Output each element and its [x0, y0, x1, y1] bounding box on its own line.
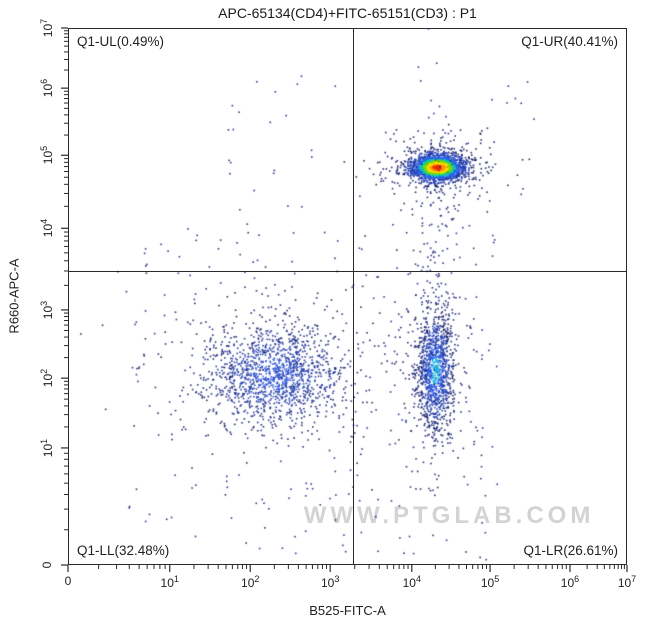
x-tick-label: 103: [320, 574, 340, 590]
x-tick-label: 102: [241, 574, 260, 590]
x-tick-label: 107: [617, 574, 637, 590]
y-tick-label: 105: [39, 146, 55, 165]
y-tick-label: 0: [40, 561, 54, 569]
x-tick-label: 101: [160, 574, 179, 590]
x-tick-label: 106: [560, 574, 580, 590]
y-tick-label: 103: [39, 300, 55, 320]
y-tick-label: 107: [39, 18, 55, 38]
y-tick-label: 102: [39, 368, 55, 388]
scatter-canvas: [68, 28, 627, 565]
y-tick-label: 101: [39, 438, 55, 458]
plot-title: APC-65134(CD4)+FITC-65151(CD3) : P1: [218, 5, 477, 21]
y-tick-label: 104: [39, 219, 55, 238]
x-tick-label: 105: [480, 574, 500, 590]
y-tick-label: 106: [39, 78, 55, 98]
x-tick-label: 104: [402, 574, 421, 590]
x-tick-label: 0: [64, 574, 72, 588]
y-axis-label: R660-APC-A: [6, 258, 22, 334]
x-axis-label: B525-FITC-A: [309, 603, 386, 618]
